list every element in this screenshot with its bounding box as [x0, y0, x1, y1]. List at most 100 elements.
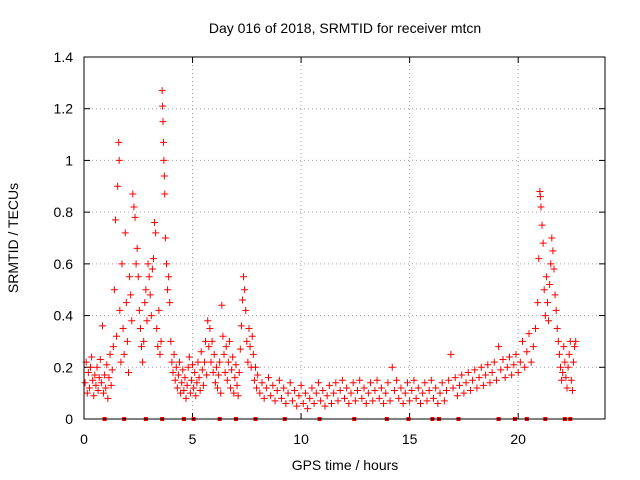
data-point — [469, 376, 477, 384]
data-point — [377, 384, 385, 392]
data-point — [364, 389, 372, 397]
data-point — [106, 350, 114, 358]
data-point — [232, 361, 240, 369]
data-point — [349, 379, 357, 387]
data-point — [222, 343, 230, 351]
data-point — [414, 384, 422, 392]
data-point — [561, 358, 569, 366]
data-point — [155, 306, 163, 314]
data-point — [550, 265, 558, 273]
data-point — [224, 358, 232, 366]
data-point — [115, 138, 123, 146]
data-point — [512, 350, 520, 358]
y-tick-label: 1.4 — [54, 49, 74, 65]
data-point — [138, 343, 146, 351]
data-point — [282, 399, 290, 407]
data-point — [546, 281, 554, 289]
data-point — [380, 399, 388, 407]
data-point — [293, 402, 301, 410]
y-axis-title: SRMTID / TECUs — [5, 183, 21, 293]
data-point — [556, 363, 564, 371]
data-point — [484, 361, 492, 369]
data-point — [160, 172, 168, 180]
data-point — [128, 317, 136, 325]
data-point — [503, 363, 511, 371]
data-point — [231, 374, 239, 382]
data-point — [110, 286, 118, 294]
data-point — [541, 312, 549, 320]
data-point — [105, 374, 113, 382]
data-point — [570, 358, 578, 366]
data-point — [185, 353, 193, 361]
data-point — [362, 399, 370, 407]
data-point — [273, 387, 281, 395]
data-point — [249, 350, 257, 358]
data-point — [147, 312, 155, 320]
data-point — [120, 350, 128, 358]
x-tick-label: 10 — [293, 431, 309, 447]
data-point — [477, 363, 485, 371]
data-point — [93, 363, 101, 371]
data-point — [532, 325, 540, 332]
data-point — [332, 379, 340, 387]
data-point — [314, 379, 322, 387]
data-point — [271, 397, 279, 405]
data-point — [542, 273, 550, 281]
data-point — [347, 389, 355, 397]
data-point — [367, 379, 375, 387]
data-point — [101, 371, 109, 379]
x-axis-title: GPS time / hours — [292, 457, 399, 473]
data-point — [235, 368, 243, 376]
data-point — [245, 325, 253, 332]
data-point — [214, 384, 222, 392]
data-point — [167, 337, 175, 345]
data-point — [127, 291, 135, 299]
data-point — [490, 358, 498, 366]
data-point — [91, 371, 99, 379]
data-point — [371, 387, 379, 395]
data-point — [171, 376, 179, 384]
data-point — [354, 387, 362, 395]
data-point — [453, 392, 461, 400]
data-point — [301, 389, 309, 397]
data-point — [108, 366, 116, 374]
data-point — [447, 350, 455, 358]
data-point — [436, 389, 444, 397]
data-point — [536, 193, 544, 201]
data-point — [390, 387, 398, 395]
data-point — [180, 387, 188, 395]
data-point — [421, 379, 429, 387]
data-point — [126, 273, 134, 281]
data-point — [172, 363, 180, 371]
data-point — [151, 218, 159, 226]
data-point — [514, 368, 522, 376]
data-point — [186, 389, 194, 397]
data-point — [403, 379, 411, 387]
data-point — [94, 387, 102, 395]
data-point — [107, 381, 115, 389]
data-point — [143, 317, 151, 325]
data-point — [341, 394, 348, 402]
data-point — [565, 350, 573, 358]
data-point — [90, 392, 98, 400]
data-point — [211, 379, 219, 387]
data-point — [134, 273, 142, 281]
data-point — [144, 260, 152, 268]
x-tick-label: 15 — [402, 431, 418, 447]
data-point — [116, 306, 124, 314]
data-point — [207, 358, 215, 366]
data-point — [265, 374, 273, 382]
data-point — [555, 350, 563, 358]
data-point — [210, 350, 218, 358]
data-point — [152, 229, 160, 237]
data-point — [140, 337, 148, 345]
data-point — [360, 384, 368, 392]
data-point — [181, 374, 189, 382]
data-point — [427, 376, 435, 384]
data-point — [458, 371, 466, 379]
data-point — [88, 353, 96, 361]
data-point — [482, 371, 490, 379]
data-point — [440, 397, 448, 405]
data-point — [278, 394, 286, 402]
